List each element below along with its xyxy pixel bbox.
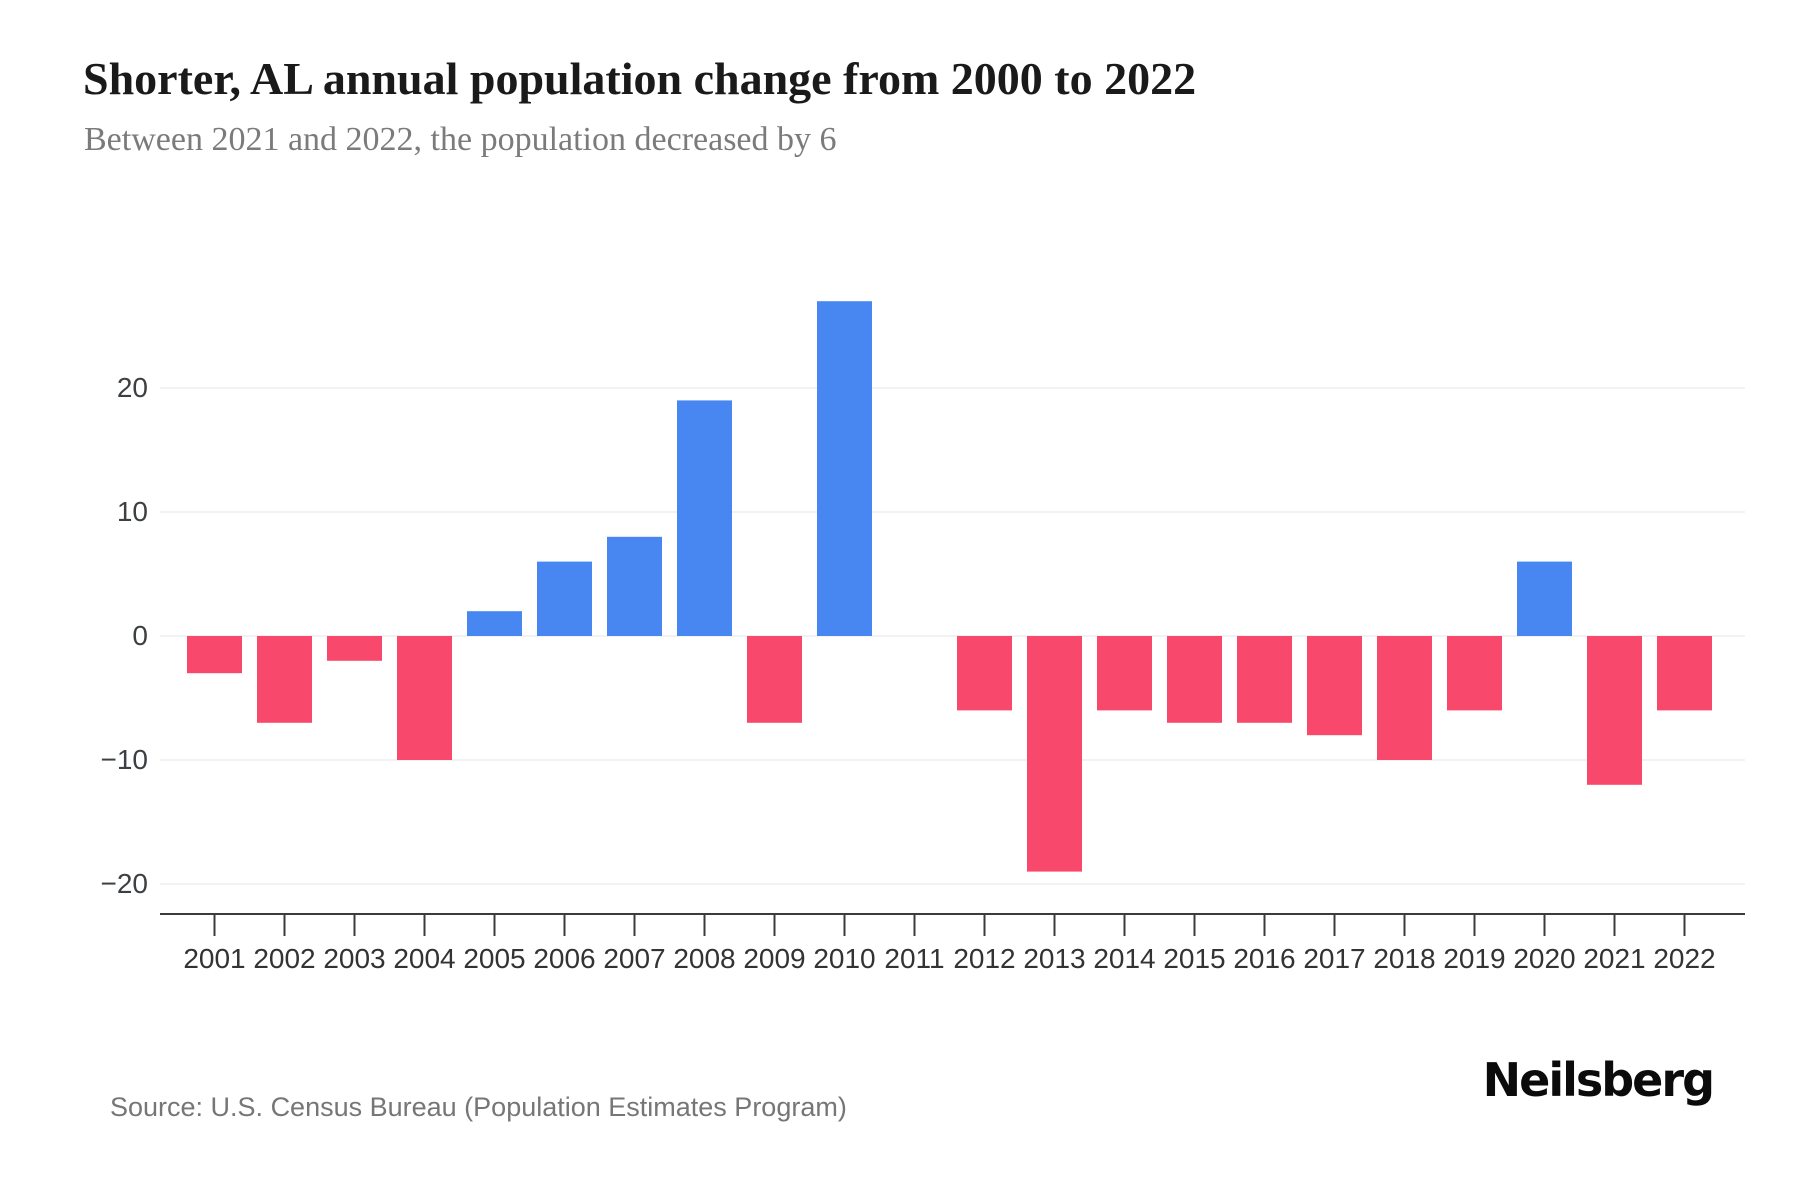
bar-2012 — [957, 636, 1012, 711]
bar-2004 — [397, 636, 452, 760]
x-tick-label: 2015 — [1163, 943, 1225, 974]
chart-title: Shorter, AL annual population change fro… — [83, 53, 1197, 104]
x-tick-label: 2006 — [533, 943, 595, 974]
x-tick-label: 2022 — [1653, 943, 1715, 974]
source-note: Source: U.S. Census Bureau (Population E… — [110, 1092, 847, 1122]
x-tick-label: 2005 — [463, 943, 525, 974]
x-tick-label: 2019 — [1443, 943, 1505, 974]
bar-2019 — [1447, 636, 1502, 711]
bar-2002 — [257, 636, 312, 723]
x-tick-label: 2011 — [884, 943, 944, 974]
bar-2016 — [1237, 636, 1292, 723]
neilsberg-logo: Neilsberg — [1482, 1053, 1715, 1107]
bar-2014 — [1097, 636, 1152, 711]
bar-2013 — [1027, 636, 1082, 872]
x-tick-label: 2004 — [393, 943, 455, 974]
x-tick-label: 2021 — [1583, 943, 1645, 974]
bar-2021 — [1587, 636, 1642, 785]
y-tick-label: 20 — [117, 372, 148, 403]
bar-2015 — [1167, 636, 1222, 723]
x-tick-label: 2014 — [1093, 943, 1155, 974]
x-tick-label: 2018 — [1373, 943, 1435, 974]
x-tick-label: 2001 — [183, 943, 245, 974]
y-tick-label: −10 — [101, 744, 149, 775]
bar-2017 — [1307, 636, 1362, 736]
bar-2005 — [467, 611, 522, 636]
bar-2007 — [607, 536, 662, 636]
bar-2018 — [1377, 636, 1432, 760]
bar-2008 — [677, 400, 732, 636]
y-tick-label: −20 — [101, 868, 149, 899]
bar-2022 — [1657, 636, 1712, 711]
y-tick-label: 10 — [117, 496, 148, 527]
bar-2006 — [537, 561, 592, 636]
x-tick-label: 2012 — [953, 943, 1015, 974]
bar-2001 — [187, 636, 242, 674]
bar-2003 — [327, 636, 382, 661]
x-tick-label: 2007 — [603, 943, 665, 974]
y-tick-label: 0 — [132, 620, 148, 651]
x-tick-label: 2003 — [323, 943, 385, 974]
bar-2009 — [747, 636, 802, 723]
x-tick-label: 2020 — [1513, 943, 1575, 974]
x-tick-label: 2013 — [1023, 943, 1085, 974]
x-tick-label: 2009 — [743, 943, 805, 974]
chart-subtitle: Between 2021 and 2022, the population de… — [84, 121, 837, 158]
bar-2020 — [1517, 561, 1572, 636]
x-tick-label: 2002 — [253, 943, 315, 974]
x-tick-label: 2016 — [1233, 943, 1295, 974]
bar-2010 — [817, 301, 872, 636]
x-tick-label: 2008 — [673, 943, 735, 974]
x-tick-label: 2017 — [1303, 943, 1365, 974]
x-tick-label: 2010 — [813, 943, 875, 974]
